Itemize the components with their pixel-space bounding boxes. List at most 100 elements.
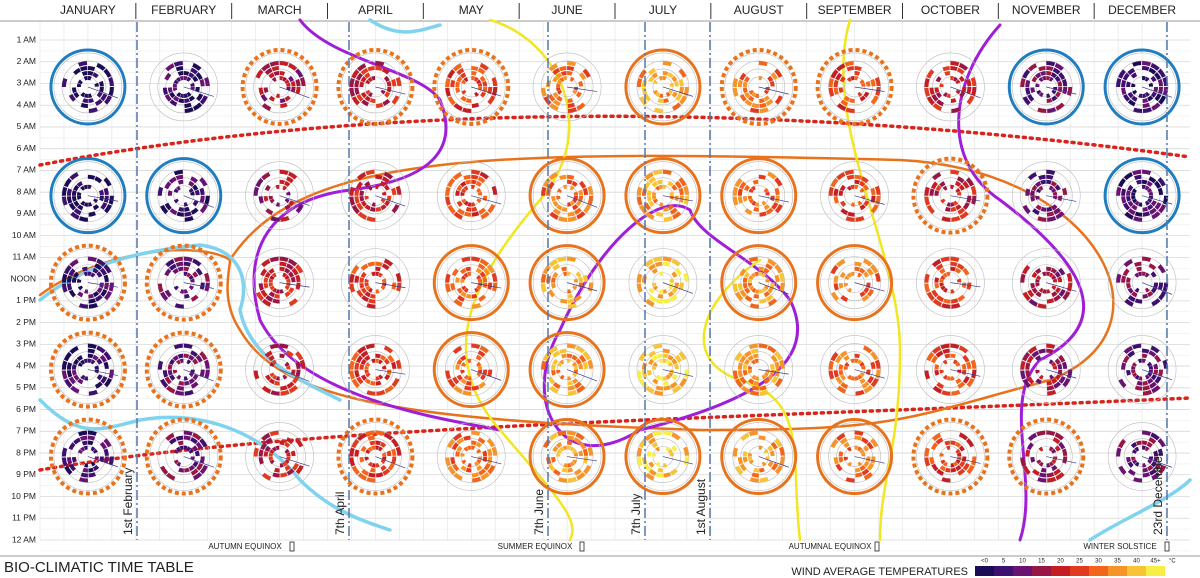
- rose-segment: [1146, 180, 1153, 187]
- outer-ring: [720, 157, 798, 235]
- rose-segment: [567, 467, 574, 473]
- rose-segment: [1162, 282, 1169, 292]
- rose-segment: [761, 461, 767, 467]
- rose-ring: [532, 161, 602, 230]
- rose-segment: [477, 176, 486, 184]
- rose-segment: [1062, 378, 1071, 388]
- month-label: MAY: [459, 3, 484, 17]
- rose-segment: [957, 381, 966, 389]
- rose-segment: [279, 169, 289, 175]
- wind-vector: [375, 86, 406, 95]
- rose-segment: [548, 376, 556, 385]
- rose-segment: [1134, 174, 1142, 180]
- rose-segment: [290, 80, 296, 87]
- rose-segment: [655, 298, 663, 304]
- rose-segment: [459, 355, 467, 362]
- rose-segment: [79, 435, 88, 441]
- rose-segment: [474, 461, 479, 467]
- hour-label: 8 AM: [17, 186, 36, 196]
- rose-segment: [747, 278, 753, 283]
- rose-segment: [1122, 355, 1130, 364]
- rose-segment: [1127, 208, 1136, 216]
- rose-segment: [255, 178, 264, 188]
- rose-ring: [261, 177, 298, 214]
- rose-segment: [1054, 271, 1061, 278]
- rose-segment: [747, 369, 753, 374]
- rose-segment: [669, 191, 674, 196]
- rose-segment: [1131, 204, 1138, 211]
- outer-ring: [624, 418, 702, 496]
- rose-segment: [567, 256, 577, 262]
- climate-curve: [1088, 478, 1192, 542]
- rose-segment: [758, 174, 766, 180]
- rose-segment: [1150, 271, 1157, 278]
- outer-ring: [144, 243, 223, 322]
- rose-segment: [1126, 277, 1131, 283]
- rose-segment: [558, 216, 568, 222]
- rose-segment: [491, 272, 498, 282]
- grid: [39, 22, 1190, 552]
- rose-segment: [264, 271, 271, 278]
- rose-segment: [966, 87, 972, 95]
- wind-rose: [1011, 335, 1081, 404]
- rose-segment: [861, 437, 869, 445]
- rose-segment: [478, 468, 487, 476]
- rose-segment: [648, 358, 655, 365]
- rose-segment: [657, 293, 663, 299]
- rose-segment: [351, 69, 360, 79]
- hour-label: 7 AM: [17, 165, 36, 175]
- rose-segment: [476, 187, 482, 193]
- rose-segment: [475, 441, 483, 448]
- rose-segment: [78, 61, 88, 67]
- rose-ring: [341, 52, 410, 122]
- rose-segment: [1030, 87, 1036, 94]
- rose-segment: [157, 186, 164, 196]
- rose-segment: [1121, 188, 1127, 196]
- rose-segment: [456, 287, 463, 294]
- rose-segment: [1038, 66, 1046, 72]
- rose-segment: [644, 172, 654, 181]
- rose-segment: [453, 385, 463, 394]
- rose-segment: [1035, 278, 1040, 283]
- rose-segment: [934, 283, 940, 289]
- rose-segment: [932, 432, 942, 441]
- rose-segment: [924, 78, 930, 87]
- rose-ring: [556, 185, 578, 206]
- rose-segment: [548, 63, 558, 72]
- rose-segment: [461, 188, 467, 193]
- rose-segment: [456, 445, 463, 452]
- rose-segment: [839, 271, 846, 278]
- rose-segment: [931, 94, 939, 102]
- rose-segment: [288, 200, 295, 207]
- rose-segment: [1057, 276, 1063, 283]
- rose-segment: [1035, 282, 1040, 287]
- rose-segment: [364, 378, 371, 385]
- hour-label: 11 PM: [12, 513, 36, 523]
- rose-segment: [367, 435, 375, 441]
- rose-segment: [836, 172, 846, 181]
- rose-segment: [471, 211, 480, 217]
- rose-segment: [739, 289, 747, 298]
- rose-segment: [1145, 374, 1150, 380]
- rose-segment: [759, 476, 769, 483]
- rose-segment: [557, 256, 567, 263]
- rose-segment: [962, 202, 970, 210]
- rose-segment: [476, 372, 482, 378]
- rose-segment: [354, 196, 360, 204]
- rose-segment: [579, 441, 587, 450]
- wind-rose: [245, 248, 314, 317]
- rose-segment: [1057, 363, 1063, 370]
- rose-segment: [477, 437, 486, 445]
- rose-segment: [555, 72, 563, 79]
- rose-segment: [284, 448, 290, 454]
- rose-segment: [365, 343, 375, 350]
- rose-segment: [288, 271, 295, 278]
- rose-segment: [186, 359, 192, 365]
- rose-segment: [375, 353, 381, 359]
- outer-ring: [911, 417, 990, 496]
- rose-segment: [576, 211, 586, 220]
- outer-ring: [1007, 417, 1086, 496]
- rose-segment: [268, 95, 275, 102]
- rose-segment: [269, 449, 275, 454]
- rose-segment: [574, 381, 582, 389]
